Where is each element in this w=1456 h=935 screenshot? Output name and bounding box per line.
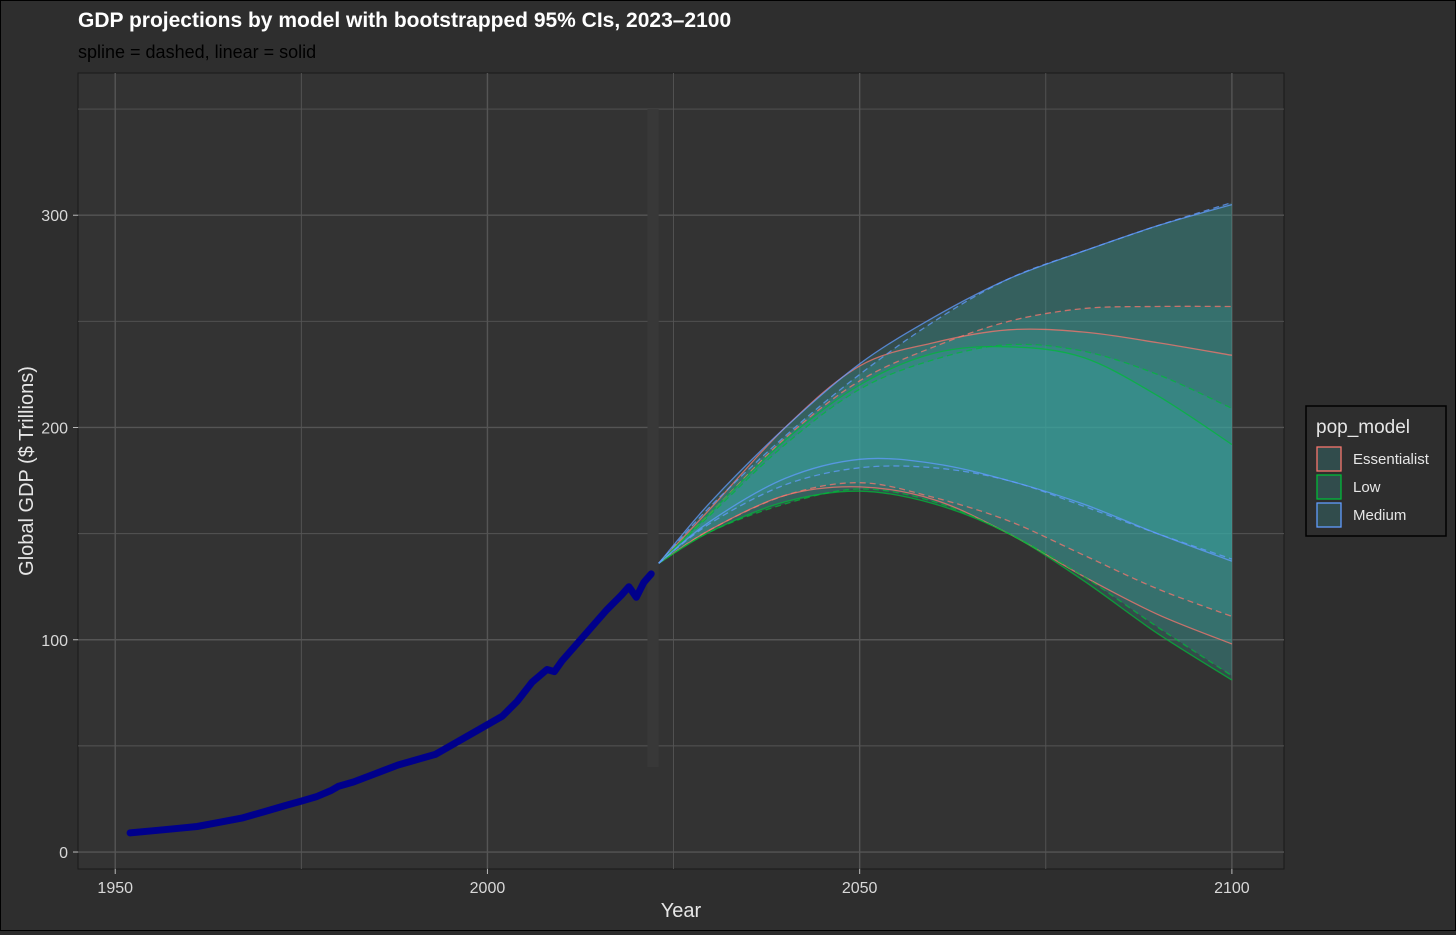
line-medium-linear-lower (658, 457, 1233, 564)
history-series (126, 570, 655, 837)
legend: pop_model Essentialist Low Medium (1305, 405, 1447, 537)
line-low-linear-upper (658, 345, 1233, 564)
y-tick-label: 200 (41, 420, 68, 437)
history-gdp-line (126, 570, 655, 837)
y-tick-label: 300 (41, 208, 68, 225)
band-essentialist-linear (658, 329, 1232, 644)
x-tick-label: 2100 (1214, 880, 1250, 897)
legend-title: pop_model (1316, 417, 1410, 438)
x-tick-label: 2050 (842, 880, 878, 897)
line-low-linear-lower (658, 490, 1233, 681)
x-tick-label: 1950 (97, 880, 133, 897)
legend-swatch-medium (1316, 502, 1342, 528)
legend-label-medium: Medium (1353, 507, 1406, 524)
legend-swatch-low (1316, 474, 1342, 500)
y-axis-title: Global GDP ($ Trillions) (16, 366, 38, 576)
chart-title: GDP projections by model with bootstrapp… (78, 9, 731, 32)
line-essentialist-spline-lower (658, 482, 1233, 618)
line-medium-spline-upper (658, 201, 1233, 564)
legend-label-low: Low (1353, 479, 1381, 496)
line-low-spline-upper (658, 343, 1233, 564)
band-low-spline (658, 344, 1232, 676)
grid-lines (78, 73, 1284, 869)
y-tick-label: 100 (41, 633, 68, 650)
legend-swatch-essentialist (1316, 446, 1342, 472)
line-low-spline-lower (658, 488, 1233, 677)
y-tick-label: 0 (59, 845, 68, 862)
x-axis-title: Year (661, 900, 702, 922)
x-tick-label: 2000 (470, 880, 506, 897)
history-region-shade (647, 109, 659, 768)
band-essentialist-spline (658, 306, 1232, 617)
band-medium-linear (658, 204, 1232, 564)
axis-ticks: 1950 2000 2050 2100 0 100 200 300 (41, 208, 1249, 897)
band-medium-spline (658, 202, 1232, 564)
legend-label-essentialist: Essentialist (1353, 451, 1430, 468)
line-medium-spline-lower (658, 465, 1233, 564)
projection-lines (658, 201, 1233, 681)
chart-subtitle: spline = dashed, linear = solid (78, 42, 316, 62)
plot-panel (77, 72, 1285, 870)
